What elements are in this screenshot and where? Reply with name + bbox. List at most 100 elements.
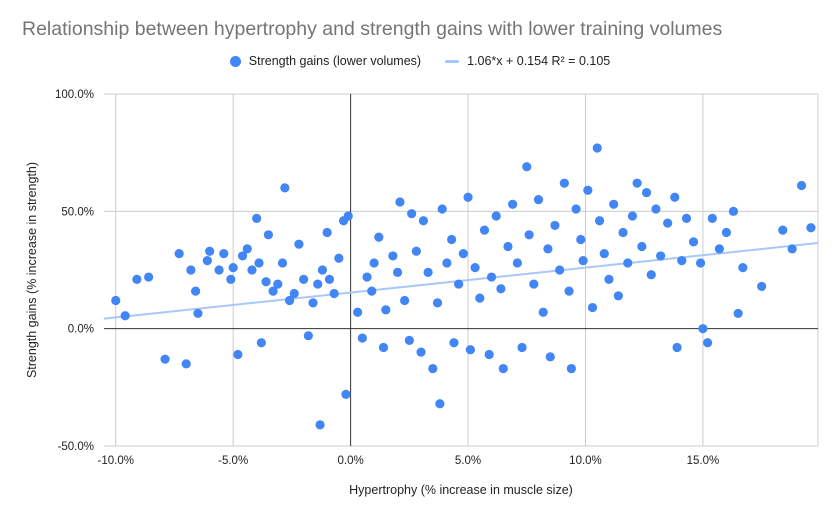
x-tick-label: -10.0% [98,455,134,467]
data-point [670,192,680,202]
data-point [341,389,351,399]
data-point [592,143,602,153]
data-point [303,331,313,341]
data-point [479,225,490,235]
data-point [714,244,724,254]
data-point [273,279,283,289]
data-point [796,180,807,191]
data-point [132,274,142,284]
data-point [280,183,290,193]
data-point [571,204,581,214]
data-point [400,295,410,306]
data-point [226,274,236,284]
data-point [317,265,328,275]
data-point [613,291,623,301]
data-point [555,265,565,275]
data-point [324,274,335,284]
data-point [609,199,619,209]
data-point [261,277,271,287]
data-point [522,162,532,172]
data-point [787,244,797,254]
data-point [672,342,682,353]
data-point [256,338,266,348]
data-point [587,302,598,313]
data-point [559,178,569,188]
data-point [181,359,191,369]
data-point [404,335,414,345]
data-point [618,227,628,238]
data-point [806,223,816,233]
data-point [193,308,203,319]
data-point [576,234,586,245]
data-point [646,270,656,280]
data-point [247,265,257,275]
data-point [369,258,379,268]
data-point [470,263,480,273]
data-point [627,211,638,221]
data-point [252,213,262,223]
legend-label-points: Strength gains (lower volumes) [248,54,422,68]
data-point [395,197,405,207]
data-point [663,218,673,228]
data-point [533,195,544,205]
legend-item-points[interactable]: Strength gains (lower volumes) [229,54,422,68]
data-point [447,234,457,245]
data-point [190,286,201,296]
data-point [757,281,767,292]
data-point [524,230,534,240]
data-point [641,187,652,198]
data-point [378,342,389,353]
data-point [263,230,274,240]
data-point [362,272,372,282]
data-point [632,178,642,188]
data-point [498,363,508,374]
data-point [416,347,426,357]
data-point [392,267,403,277]
data-point [214,265,224,275]
data-point [698,324,708,334]
data-point [703,338,713,348]
data-point [538,307,548,317]
data-point [120,311,130,321]
data-point [491,211,501,221]
data-point [517,342,527,353]
data-point [449,338,459,348]
x-tick-label: 15.0% [687,455,720,467]
data-point [343,211,353,221]
data-point [707,213,717,223]
data-point [313,279,323,289]
data-point [418,216,429,226]
x-tick-label: 10.0% [569,455,602,467]
data-point [465,345,475,355]
data-point [564,286,574,296]
data-point [583,185,593,195]
data-point [233,349,243,360]
data-point [237,251,248,261]
y-axis-title: Strength gains (% increase in strength) [25,162,39,378]
data-point [329,288,339,299]
legend-label-trendline: 1.06*x + 0.154 R² = 0.105 [467,54,611,68]
x-tick-label: -5.0% [218,455,248,467]
legend: Strength gains (lower volumes) 1.06*x + … [0,54,840,68]
data-point [604,274,614,284]
data-point [322,227,332,238]
legend-item-trendline[interactable]: 1.06*x + 0.154 R² = 0.105 [445,54,610,68]
data-point [623,258,633,268]
y-tick-label: 50.0% [61,206,94,218]
y-tick-label: 0.0% [68,324,94,336]
data-point [254,258,264,268]
data-point [733,308,743,319]
data-point [205,246,215,256]
legend-dot-icon [229,55,241,67]
data-point [496,284,506,294]
data-point [458,248,468,259]
data-point [202,256,212,266]
data-point [475,293,485,303]
chart-title: Relationship between hypertrophy and str… [22,18,723,40]
data-point [721,227,732,238]
data-point [656,251,666,261]
data-point [268,286,278,296]
data-point [432,298,443,308]
legend-line-icon [445,59,460,63]
data-point [411,246,421,256]
